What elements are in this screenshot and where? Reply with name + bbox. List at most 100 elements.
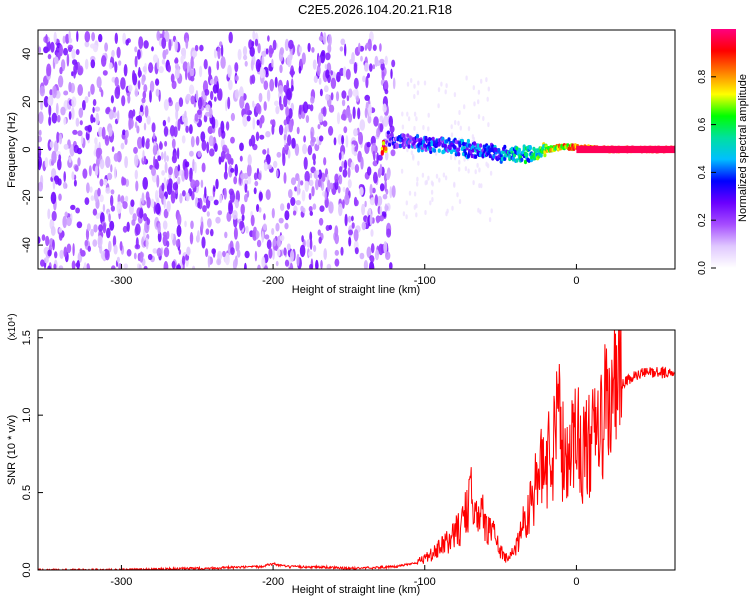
heatmap-cell	[43, 95, 49, 108]
heatmap-cell	[342, 66, 347, 78]
heatmap-cell	[431, 181, 434, 187]
heatmap-cell	[174, 39, 178, 52]
heatmap-cell	[464, 166, 468, 172]
heatmap-cell	[71, 48, 76, 60]
heatmap-cell	[190, 56, 194, 70]
heatmap-cell	[211, 116, 216, 129]
y-tick-label: 1.5	[21, 330, 33, 345]
heatmap-cell	[47, 96, 52, 106]
heatmap-cell	[208, 66, 212, 77]
heatmap-cell	[208, 135, 214, 147]
y-tick-label: -20	[21, 189, 33, 205]
heatmap-cell	[342, 199, 345, 209]
heatmap-cell	[283, 119, 287, 126]
heatmap-cell	[146, 138, 150, 144]
heatmap-cell	[60, 106, 66, 116]
heatmap-cell	[406, 147, 409, 153]
heatmap-cell	[106, 227, 111, 239]
heatmap-cell	[309, 211, 313, 216]
heatmap-cell	[125, 195, 129, 202]
heatmap-cell	[283, 134, 287, 141]
heatmap-cell	[265, 154, 271, 165]
heatmap-cell	[365, 42, 370, 49]
heatmap-cell	[70, 204, 76, 210]
heatmap-cell	[261, 68, 266, 78]
heatmap-cell	[113, 153, 119, 162]
heatmap-cell	[246, 190, 250, 198]
heatmap-cell	[194, 161, 197, 174]
heatmap-cell	[111, 146, 115, 153]
heatmap-cell	[343, 126, 348, 134]
heatmap-cell	[79, 120, 83, 126]
heatmap-cell	[158, 142, 163, 150]
x-tick-label: -300	[110, 275, 132, 287]
heatmap-cell	[390, 68, 393, 80]
heatmap-cell	[290, 197, 296, 206]
heatmap-cell	[233, 176, 238, 185]
heatmap-cell	[364, 107, 368, 119]
y-tick-label: 0.5	[21, 485, 33, 500]
heatmap-cell	[140, 111, 143, 117]
heatmap-cell	[364, 94, 371, 101]
heatmap-cell	[133, 252, 137, 260]
heatmap-cell	[422, 125, 425, 130]
heatmap-cell	[462, 141, 466, 147]
spectrogram-x-label: Height of straight line (km)	[292, 284, 420, 296]
heatmap-cell	[95, 112, 100, 125]
heatmap-cell	[358, 131, 363, 145]
heatmap-cell	[145, 237, 149, 250]
heatmap-cell	[134, 169, 138, 180]
heatmap-cell	[53, 140, 59, 153]
heatmap-cell	[75, 49, 80, 55]
heatmap-cell	[323, 248, 328, 260]
heatmap-cell	[72, 243, 75, 257]
heatmap-cell	[108, 109, 114, 120]
heatmap-cell	[202, 205, 207, 213]
heatmap-cell	[86, 263, 91, 269]
heatmap-cell	[370, 243, 375, 254]
heatmap-cell	[200, 221, 204, 231]
heatmap-cell	[38, 129, 42, 136]
heatmap-cell	[312, 203, 317, 210]
heatmap-cell	[341, 160, 345, 169]
heatmap-cell	[341, 151, 344, 160]
heatmap-cell	[246, 115, 251, 122]
heatmap-cell	[184, 110, 187, 119]
heatmap-cell	[478, 183, 481, 189]
heatmap-cell	[382, 194, 388, 200]
heatmap-cell	[367, 72, 370, 79]
heatmap-cell	[110, 164, 113, 173]
colorbar-tick-label: 0.2	[697, 213, 708, 227]
heatmap-cell	[38, 135, 42, 143]
heatmap-cell	[379, 183, 385, 192]
heatmap-cell	[258, 207, 262, 213]
heatmap-cell	[68, 46, 72, 52]
heatmap-cell	[275, 222, 280, 232]
heatmap-cell	[290, 177, 297, 186]
heatmap-cell	[339, 166, 343, 173]
heatmap-cell	[407, 144, 411, 149]
heatmap-cell	[435, 173, 439, 179]
heatmap-cell	[471, 134, 475, 140]
heatmap-cell	[290, 250, 295, 262]
heatmap-cell	[482, 116, 485, 121]
heatmap-cell	[233, 227, 238, 240]
heatmap-cell	[273, 160, 278, 168]
heatmap-cell	[171, 260, 176, 269]
heatmap-cell	[134, 121, 138, 129]
heatmap-cell	[361, 203, 366, 216]
heatmap-cell	[437, 103, 440, 109]
heatmap-cell	[58, 193, 62, 201]
heatmap-cell	[250, 214, 255, 227]
heatmap-cell	[311, 186, 315, 197]
heatmap-cell	[209, 148, 215, 157]
heatmap-cell	[95, 212, 100, 219]
heatmap-cell	[109, 220, 115, 231]
heatmap-cell	[395, 144, 399, 149]
heatmap-cell	[252, 30, 256, 40]
heatmap-cell	[405, 214, 408, 220]
heatmap-cell	[152, 54, 159, 63]
heatmap-cell	[120, 142, 125, 150]
heatmap-cell	[205, 104, 211, 112]
heatmap-cell	[271, 58, 274, 68]
